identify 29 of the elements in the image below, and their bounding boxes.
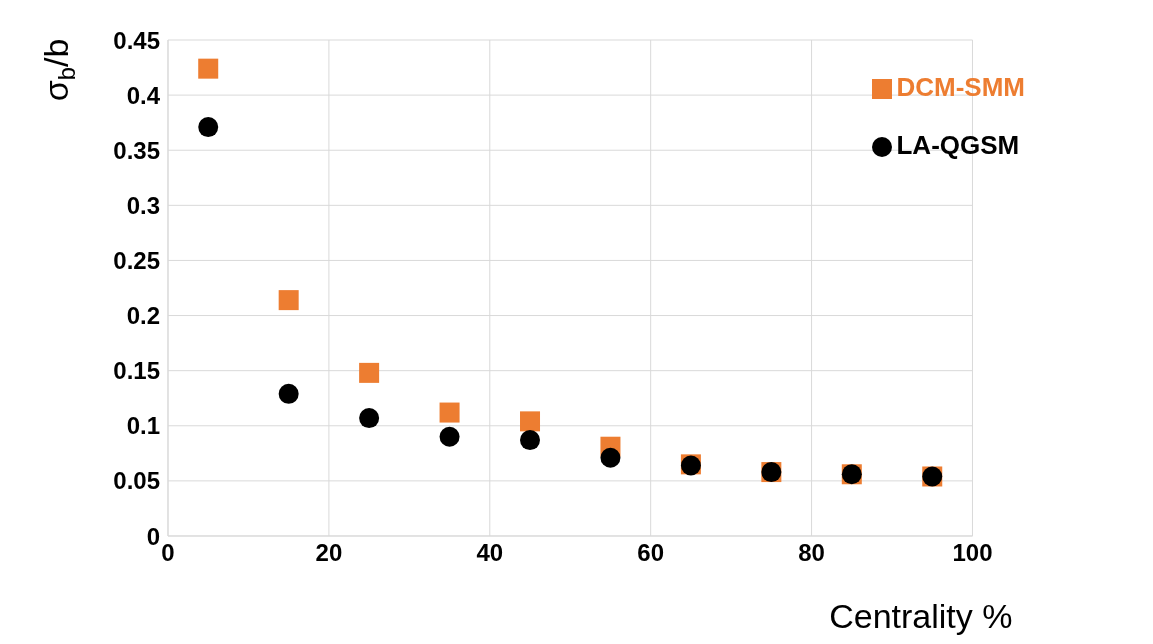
point <box>359 408 380 429</box>
legend-label: LA-QGSM <box>896 130 1020 160</box>
point <box>278 290 299 311</box>
point <box>198 58 219 79</box>
point <box>520 430 541 451</box>
y-tick-label: 0.3 <box>126 191 160 219</box>
point <box>198 117 219 138</box>
y-tick-label: 0.35 <box>113 136 160 164</box>
point <box>278 383 299 404</box>
x-tick-label: 60 <box>637 539 665 567</box>
y-tick-label: 0.15 <box>113 357 160 385</box>
x-tick-label: 20 <box>315 539 343 567</box>
legend-label: DCM-SMM <box>896 72 1025 102</box>
x-axis-title: Centrality % <box>829 597 1013 635</box>
y-tick-label: 0.2 <box>126 302 160 330</box>
y-tick-label: 0.1 <box>126 412 160 440</box>
point <box>439 426 460 447</box>
point <box>439 402 460 423</box>
y-tick-label: 0.05 <box>113 467 160 495</box>
y-tick-label: 0 <box>146 522 160 550</box>
x-tick-label: 100 <box>952 539 993 567</box>
y-tick-label: 0.25 <box>113 246 160 274</box>
y-tick-label: 0.45 <box>113 26 160 54</box>
point <box>520 411 541 432</box>
y-tick-label: 0.4 <box>126 81 161 109</box>
x-tick-label: 40 <box>476 539 504 567</box>
point <box>359 362 380 383</box>
point <box>600 447 621 468</box>
x-tick-label: 80 <box>798 539 825 567</box>
